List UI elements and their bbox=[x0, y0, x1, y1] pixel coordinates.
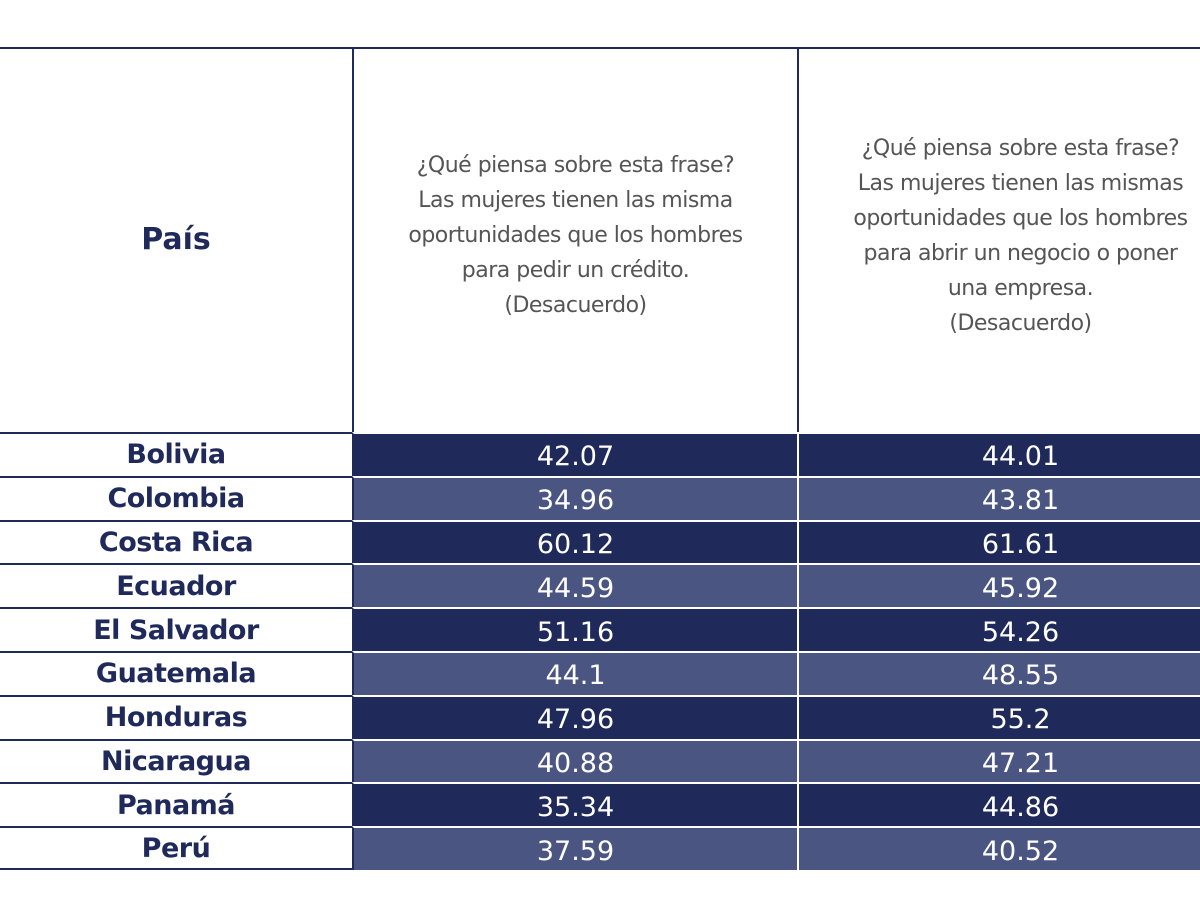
value-cell: 34.96 bbox=[352, 475, 797, 520]
country-name: Colombia bbox=[0, 475, 352, 520]
value-cell: 51.16 bbox=[352, 607, 797, 651]
header-line: para abrir un negocio o poner bbox=[863, 240, 1178, 266]
header-line: (Desacuerdo) bbox=[504, 293, 647, 318]
value-cell: 44.1 bbox=[352, 651, 797, 695]
value-cell: 35.34 bbox=[352, 782, 797, 827]
value-cell: 43.81 bbox=[797, 475, 1200, 520]
value-cell: 55.2 bbox=[797, 694, 1200, 739]
country-name: Costa Rica bbox=[0, 519, 352, 564]
header-line: Las mujeres tienen las misma bbox=[418, 188, 733, 213]
country-name: Guatemala bbox=[0, 651, 352, 695]
value-cell: 37.59 bbox=[352, 826, 797, 870]
value-cell: 60.12 bbox=[352, 519, 797, 564]
header-country: País bbox=[0, 47, 352, 429]
country-name: Honduras bbox=[0, 694, 352, 739]
value-cell: 45.92 bbox=[797, 563, 1200, 608]
country-name: Nicaragua bbox=[0, 738, 352, 783]
header-line: ¿Qué piensa sobre esta frase? bbox=[861, 135, 1180, 161]
country-name: Panamá bbox=[0, 782, 352, 826]
header-line: para pedir un crédito. bbox=[461, 258, 690, 283]
value-cell: 44.86 bbox=[797, 782, 1200, 827]
header-question: ¿Qué piensa sobre esta frase? Las mujeres… bbox=[352, 47, 797, 432]
header-line: (Desacuerdo) bbox=[949, 310, 1092, 336]
value-cell: 40.88 bbox=[352, 738, 797, 783]
header-line: oportunidades que los hombres bbox=[408, 223, 743, 248]
header-line: oportunidades que los hombres bbox=[853, 205, 1188, 231]
header-question: ¿Qué piensa sobre esta frase? Las mujeres… bbox=[797, 47, 1200, 432]
value-cell: 61.61 bbox=[797, 519, 1200, 564]
header-line: ¿Qué piensa sobre esta frase? bbox=[416, 153, 735, 178]
value-cell: 42.07 bbox=[352, 432, 797, 476]
header-line: Las mujeres tienen las mismas bbox=[857, 170, 1184, 196]
value-cell: 44.59 bbox=[352, 563, 797, 608]
value-cell: 48.55 bbox=[797, 651, 1200, 695]
country-name: Ecuador bbox=[0, 563, 352, 607]
value-cell: 44.01 bbox=[797, 432, 1200, 476]
header-line: una empresa. bbox=[947, 275, 1094, 301]
value-cell: 40.52 bbox=[797, 826, 1200, 870]
value-cell: 54.26 bbox=[797, 607, 1200, 651]
country-name: Perú bbox=[0, 826, 352, 870]
country-name: El Salvador bbox=[0, 607, 352, 651]
value-cell: 47.21 bbox=[797, 738, 1200, 783]
country-name: Bolivia bbox=[0, 432, 352, 476]
value-cell: 47.96 bbox=[352, 694, 797, 739]
